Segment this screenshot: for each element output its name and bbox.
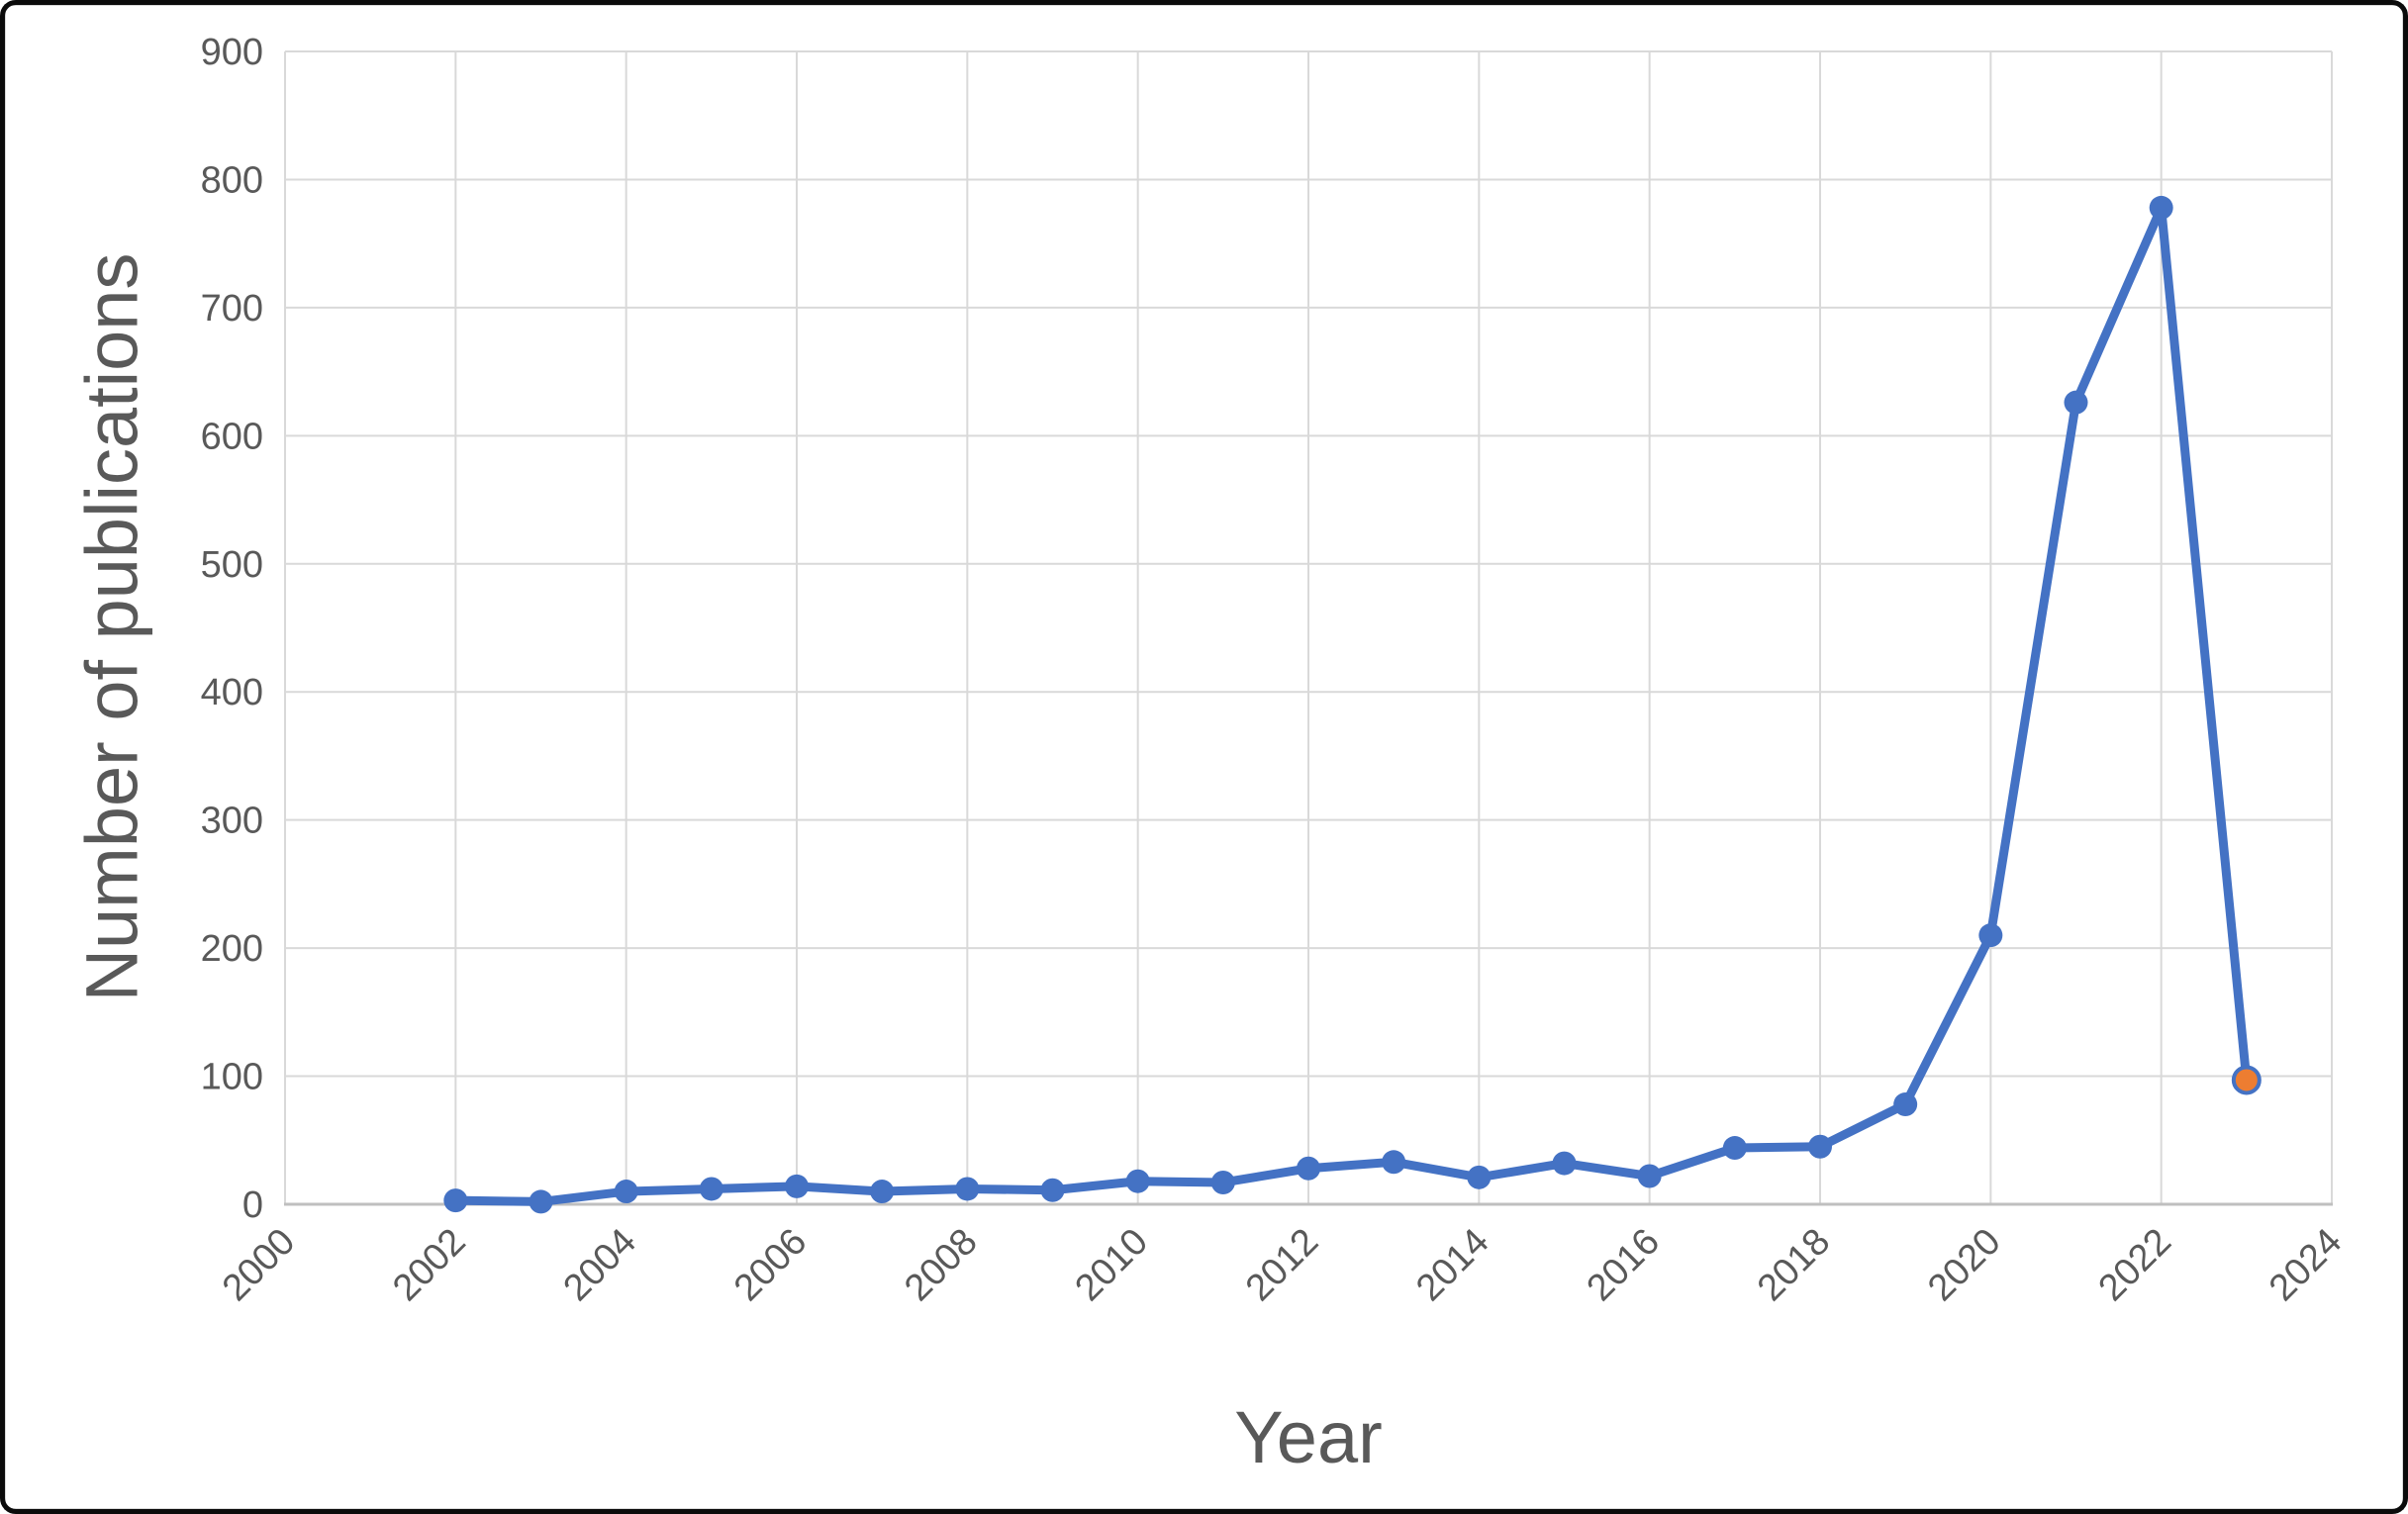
data-point-2010 [1125, 1169, 1150, 1193]
data-point-2004 [614, 1180, 638, 1204]
tick-labels: 0 100 200 300 400 500 600 700 800 900 2000 2002 2004… [201, 32, 2351, 1309]
y-tick-label-900: 900 [201, 32, 263, 73]
data-point-2013 [1382, 1150, 1406, 1175]
data-point-2015 [1552, 1151, 1577, 1176]
gridlines [284, 50, 2333, 1204]
data-point-2017 [1722, 1136, 1747, 1161]
data-point-2016 [1637, 1164, 1662, 1188]
y-tick-label-700: 700 [201, 288, 263, 330]
data-point-2005 [699, 1177, 723, 1201]
data-point-2021 [2064, 390, 2088, 415]
y-tick-label-800: 800 [201, 159, 263, 201]
data-point-2012 [1297, 1156, 1320, 1181]
data-point-2018 [1808, 1134, 1832, 1159]
x-axis-title: Year [1234, 1396, 1383, 1478]
x-tick-label-2014: 2014 [1408, 1221, 1496, 1309]
x-tick-label-2020: 2020 [1920, 1221, 2008, 1309]
series-line [450, 203, 2252, 1206]
line-series [450, 203, 2252, 1206]
data-point-2003 [529, 1189, 553, 1214]
data-points [443, 195, 2262, 1214]
x-tick-label-2002: 2002 [385, 1221, 473, 1309]
data-point-2019 [1893, 1092, 1918, 1117]
y-tick-label-200: 200 [201, 928, 263, 970]
data-point-2014 [1467, 1165, 1492, 1189]
data-point-2007 [870, 1180, 895, 1204]
data-point-2002 [443, 1188, 468, 1213]
data-point-2023-highlighted [2231, 1065, 2262, 1095]
y-axis-title: Number of publications [70, 252, 153, 1002]
data-point-2009 [1040, 1178, 1065, 1202]
data-point-2006 [785, 1174, 809, 1198]
y-tick-label-100: 100 [201, 1057, 263, 1098]
y-tick-label-300: 300 [201, 801, 263, 842]
x-tick-label-2012: 2012 [1238, 1221, 1326, 1309]
y-tick-label-600: 600 [201, 416, 263, 457]
x-tick-label-2024: 2024 [2262, 1221, 2350, 1309]
y-tick-label-400: 400 [201, 672, 263, 713]
y-tick-label-0: 0 [242, 1184, 263, 1226]
x-tick-label-2010: 2010 [1068, 1221, 1156, 1309]
x-tick-label-2008: 2008 [897, 1221, 985, 1309]
y-tick-label-500: 500 [201, 544, 263, 586]
data-point-2011 [1210, 1170, 1235, 1194]
x-tick-label-2000: 2000 [215, 1221, 303, 1309]
x-tick-label-2004: 2004 [556, 1221, 644, 1309]
x-tick-label-2006: 2006 [726, 1221, 815, 1309]
x-tick-label-2022: 2022 [2091, 1221, 2179, 1309]
x-tick-label-2018: 2018 [1750, 1221, 1838, 1309]
data-point-2008 [955, 1177, 980, 1201]
data-point-2022 [2149, 195, 2173, 220]
x-tick-label-2016: 2016 [1580, 1221, 1668, 1309]
data-point-2020 [1978, 923, 2003, 948]
